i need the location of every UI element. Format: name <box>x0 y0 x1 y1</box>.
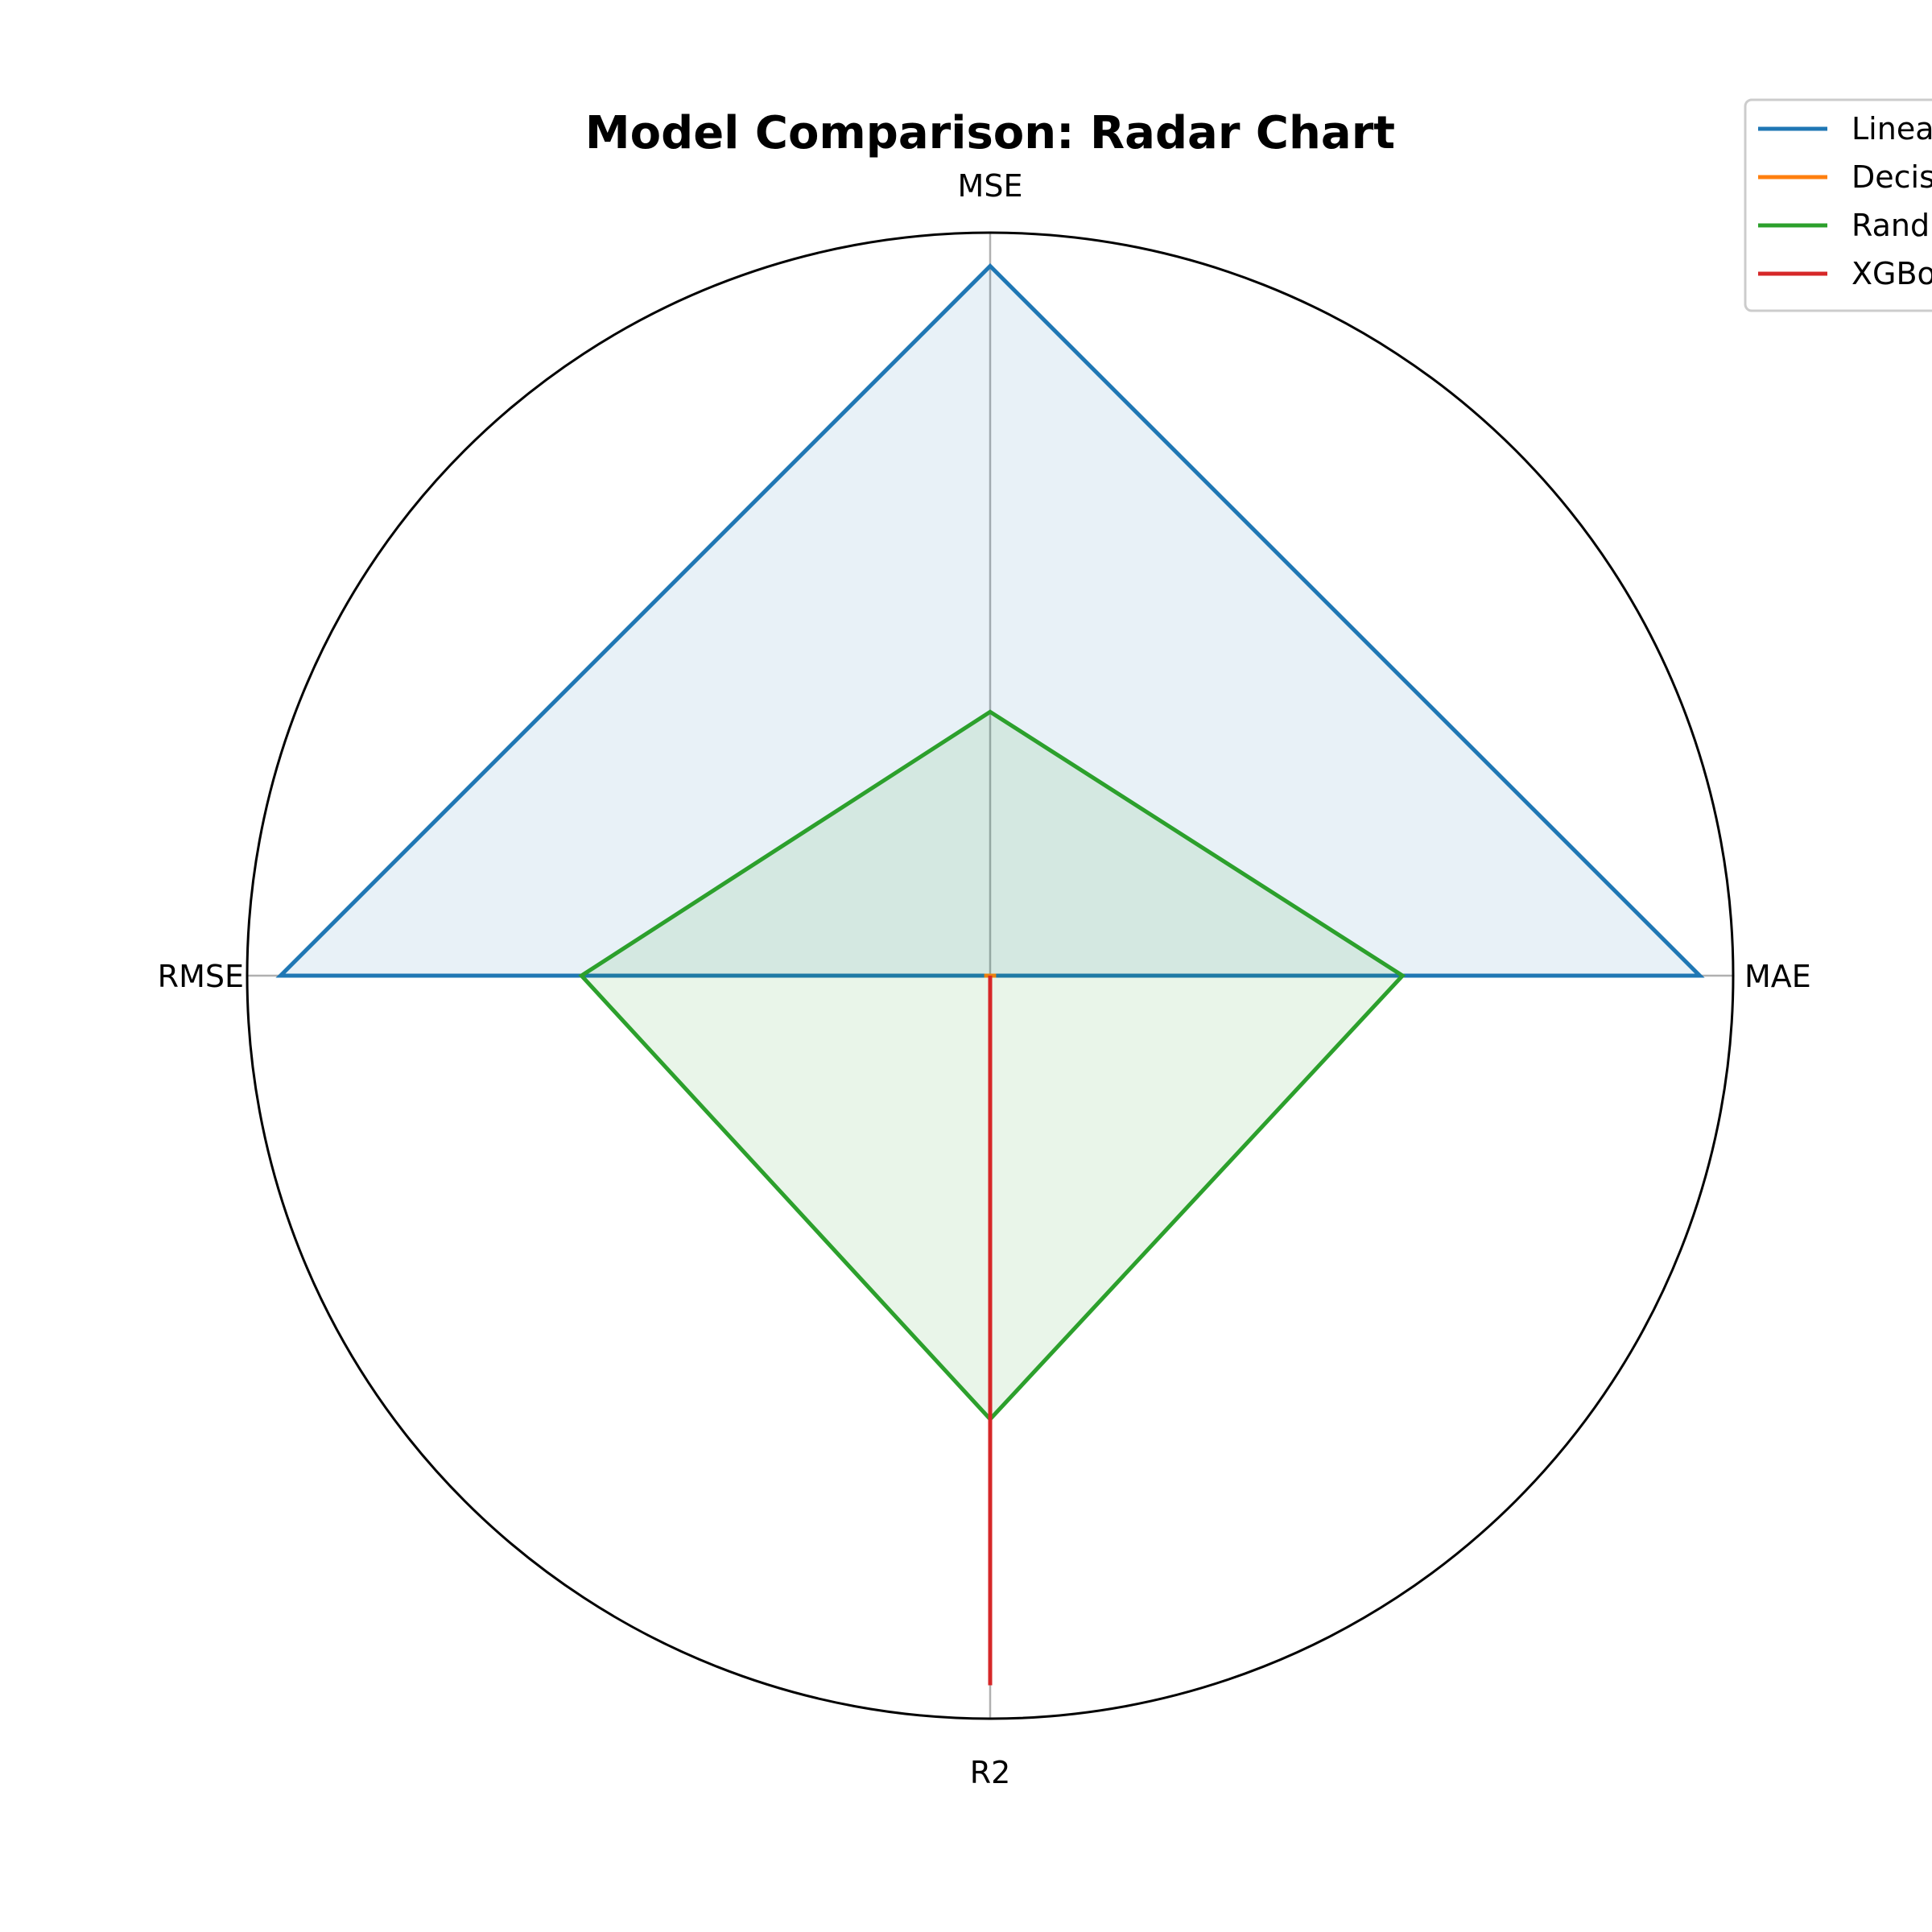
legend-box <box>1744 98 1932 312</box>
axis-labels: MSE MAE R2 RMSE <box>158 168 1811 1790</box>
axis-label-mae: MAE <box>1744 959 1811 994</box>
radar-outer-ring <box>246 231 1735 1720</box>
axis-label-rmse: RMSE <box>158 959 244 994</box>
legend-label-rand: Rand <box>1852 208 1930 243</box>
axis-label-r2: R2 <box>970 1755 1011 1790</box>
legend[interactable]: Linea Decis Rand XGBo <box>1744 98 1932 312</box>
chart-title: Model Comparison: Radar Chart <box>585 107 1395 159</box>
series-layer <box>275 262 1705 1686</box>
axis-label-mse: MSE <box>958 168 1023 204</box>
legend-label-linea: Linea <box>1852 111 1932 147</box>
legend-label-decis: Decis <box>1852 159 1932 195</box>
series-fill-linea <box>280 266 1700 976</box>
legend-label-xgbo: XGBo <box>1852 256 1932 291</box>
